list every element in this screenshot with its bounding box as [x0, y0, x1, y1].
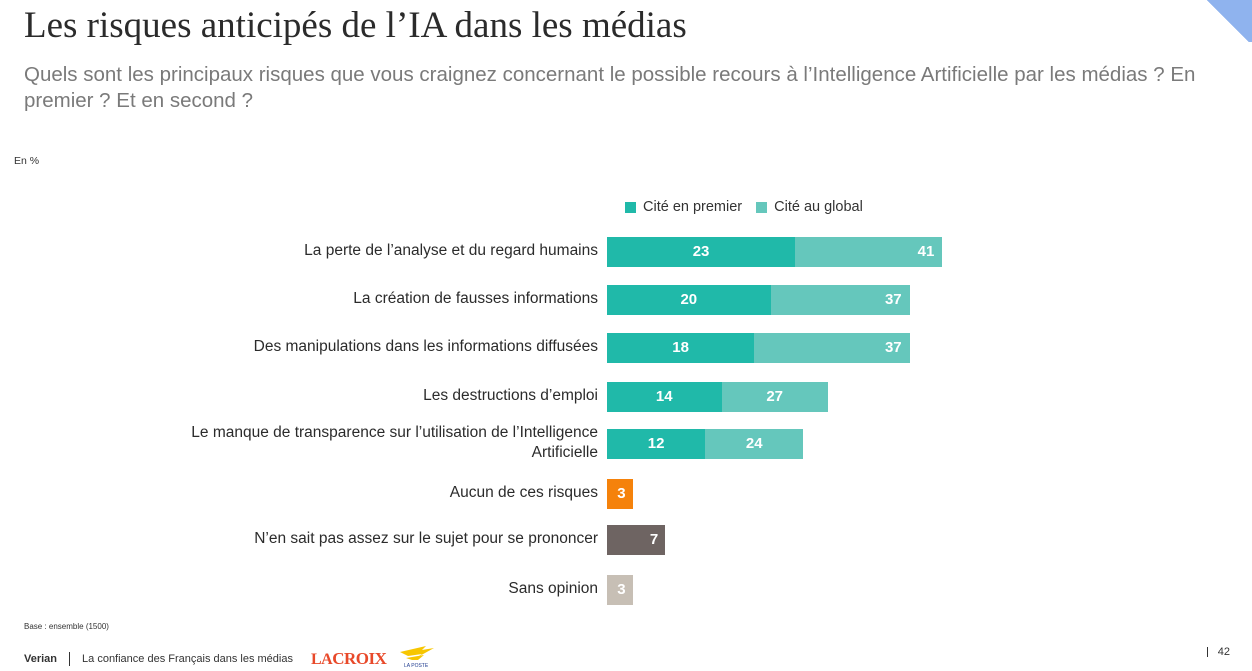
- legend-item-first: Cité en premier: [625, 199, 742, 215]
- bar-label-single: 7: [649, 531, 659, 548]
- base-note: Base : ensemble (1500): [24, 622, 109, 631]
- legend-item-global: Cité au global: [756, 199, 863, 215]
- bar-first: [607, 382, 722, 412]
- bar-first: [607, 333, 755, 363]
- category-label: La création de fausses informations: [353, 290, 598, 307]
- page-number-text: 42: [1217, 646, 1230, 658]
- bar-label-first: 23: [692, 243, 710, 260]
- bar-label-single: 3: [617, 485, 626, 502]
- bar-label-global: 37: [884, 339, 902, 356]
- bar-label-single: 3: [617, 581, 626, 598]
- brand-name: Verian: [24, 652, 58, 665]
- category-label: Des manipulations dans les informations …: [253, 338, 598, 355]
- page-number-divider: [1206, 647, 1208, 658]
- category-label: Sans opinion: [508, 580, 598, 597]
- chart-legend: Cité en premier Cité au global: [625, 199, 877, 215]
- footer: Verian La confiance des Français dans le…: [24, 646, 440, 671]
- page-title: Les risques anticipés de l’IA dans les m…: [24, 5, 687, 46]
- footer-divider: [69, 651, 71, 666]
- category-label: Les destructions d’emploi: [423, 387, 598, 404]
- bar-first: [607, 237, 796, 267]
- unit-label: En %: [14, 155, 40, 167]
- bar-single: [607, 575, 633, 605]
- page-number: 42: [1206, 646, 1230, 658]
- legend-swatch-first: [625, 201, 636, 213]
- category-label: La perte de l’analyse et du regard humai…: [304, 242, 598, 259]
- category-label: Le manque de transparence sur l’utilisat…: [191, 424, 598, 461]
- page-subtitle: Quels sont les principaux risques que vo…: [24, 63, 1196, 112]
- category-label: N’en sait pas assez sur le sujet pour se…: [254, 530, 598, 547]
- bar-first: [607, 429, 706, 459]
- legend-swatch-global: [756, 201, 768, 213]
- bar-label-first: 14: [655, 388, 673, 405]
- bar-first: [607, 285, 771, 315]
- bar-label-first: 12: [647, 435, 665, 452]
- bar-label-global: 37: [884, 291, 902, 308]
- study-title: La confiance des Français dans les média…: [82, 652, 293, 665]
- bar-label-first: 20: [680, 291, 698, 308]
- laposte-logo: LA POSTE: [396, 646, 440, 671]
- lacroix-logo: LACROIX: [310, 648, 387, 668]
- corner-decoration: [1204, 0, 1252, 42]
- bar-label-global: 24: [745, 435, 763, 452]
- bar-label-global: 41: [917, 243, 935, 260]
- legend-label-first: Cité en premier: [643, 199, 743, 215]
- bar-single: [607, 525, 666, 555]
- legend-label-global: Cité au global: [774, 199, 863, 215]
- bar-label-global: 27: [766, 388, 784, 405]
- bar-label-first: 18: [672, 339, 689, 356]
- bar-single: [607, 479, 633, 509]
- category-label: Aucun de ces risques: [449, 484, 598, 501]
